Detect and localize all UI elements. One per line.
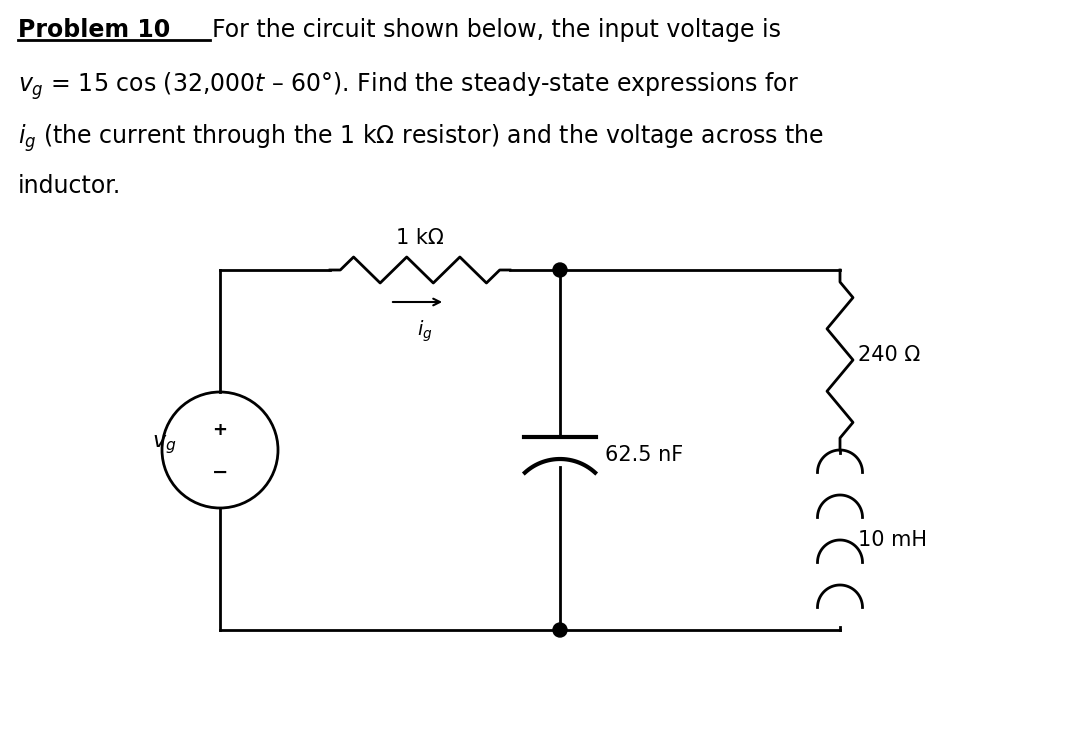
Text: Problem 10: Problem 10 bbox=[18, 18, 170, 42]
Text: inductor.: inductor. bbox=[18, 174, 121, 198]
Text: 62.5 nF: 62.5 nF bbox=[605, 445, 683, 465]
Circle shape bbox=[553, 263, 567, 277]
Text: $v_g$: $v_g$ bbox=[152, 434, 177, 457]
Text: For the circuit shown below, the input voltage is: For the circuit shown below, the input v… bbox=[212, 18, 781, 42]
Text: 1 kΩ: 1 kΩ bbox=[397, 228, 444, 248]
Text: +: + bbox=[212, 421, 227, 439]
Text: $i_g$: $i_g$ bbox=[417, 318, 433, 343]
Text: −: − bbox=[212, 462, 228, 482]
Text: $v_g$ = 15 cos (32,000$t$ – 60°). Find the steady-state expressions for: $v_g$ = 15 cos (32,000$t$ – 60°). Find t… bbox=[18, 70, 799, 101]
Text: 240 Ω: 240 Ω bbox=[858, 345, 920, 365]
Text: 10 mH: 10 mH bbox=[858, 530, 927, 550]
Text: $i_g$ (the current through the 1 kΩ resistor) and the voltage across the: $i_g$ (the current through the 1 kΩ resi… bbox=[18, 122, 824, 154]
Circle shape bbox=[553, 623, 567, 637]
